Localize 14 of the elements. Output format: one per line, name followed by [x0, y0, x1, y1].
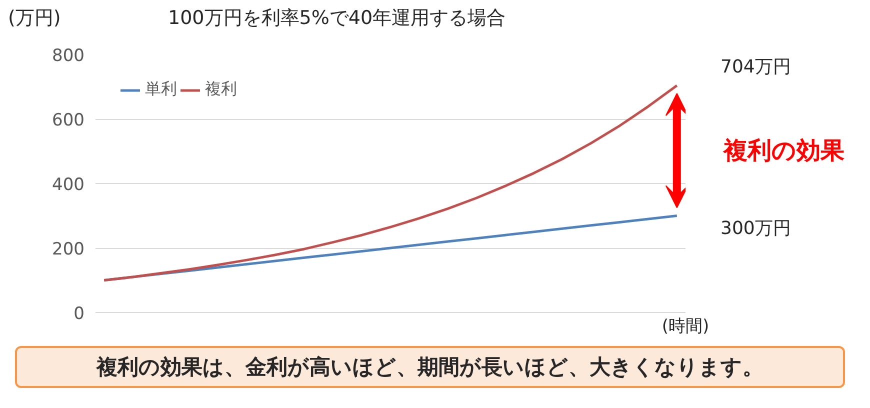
y-tick-label: 400: [52, 175, 85, 196]
text: 300万円: [720, 218, 791, 239]
legend-label: 単利: [145, 79, 177, 100]
y-tick-label: 800: [52, 46, 85, 66]
legend-label: 複利: [205, 79, 237, 100]
x-axis-title: (時間): [662, 316, 710, 337]
y-tick-label: 0: [74, 304, 85, 324]
text: 複利の効果は、金利が高いほど、期間が長いほど、大きくなります。: [96, 354, 764, 382]
y-axis-title: (万円): [8, 6, 61, 31]
y-tick-label: 600: [52, 110, 85, 131]
text: 704万円: [720, 56, 791, 78]
text: 複利の効果: [722, 136, 844, 165]
y-tick-label: 200: [52, 240, 85, 260]
chart-title: 100万円を利率5%で40年運用する場合: [168, 6, 506, 31]
